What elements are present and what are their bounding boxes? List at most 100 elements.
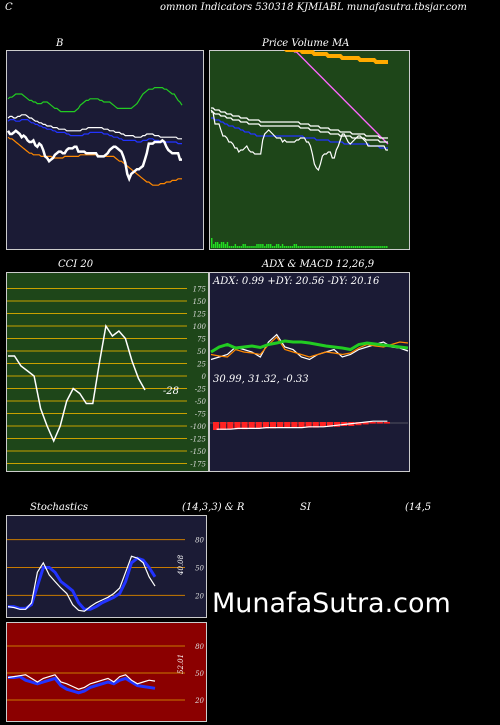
macd-bar-2 — [227, 422, 234, 430]
stoch-tick-2: 20 — [194, 592, 204, 600]
macd-bar-15 — [319, 422, 326, 427]
volume-bar-38 — [285, 246, 288, 248]
rsi-line — [8, 675, 156, 695]
macd-label: 30.99, 31.32, -0.33 — [213, 374, 309, 385]
volume-bar-43 — [295, 244, 298, 248]
cci-tick-12: -125 — [190, 436, 206, 444]
bollinger-series-4 — [6, 129, 182, 183]
macd-bar-24 — [383, 422, 390, 424]
volume-bar-55 — [319, 246, 321, 248]
rsi-tick-1: 50 — [195, 670, 204, 678]
cci-tick-14: -175 — [190, 461, 206, 469]
volume-bar-86 — [380, 246, 382, 248]
volume-bar-66 — [340, 246, 343, 248]
volume-bar-81 — [370, 246, 372, 248]
macd-bar-14 — [312, 422, 319, 428]
cci-bg — [6, 272, 209, 472]
volume-bar-84 — [376, 246, 378, 248]
macd-bar-17 — [334, 422, 341, 427]
macd-bar-3 — [234, 422, 241, 430]
cci-tick-2: 125 — [193, 311, 207, 319]
volume-bar-68 — [344, 246, 347, 248]
macd-bar-10 — [284, 422, 291, 428]
rsi-chart: 80 50 20 52.01 — [6, 622, 207, 722]
volume-bar-80 — [368, 246, 370, 248]
volume-bar-29 — [268, 244, 270, 248]
price-ma-series-4 — [211, 117, 388, 149]
macd-bar-12 — [298, 422, 305, 428]
volume-bar-23 — [256, 244, 258, 248]
volume-bar-35 — [279, 246, 282, 248]
volume-bar-18 — [246, 246, 248, 248]
volume-bar-19 — [248, 246, 250, 248]
adx-label: ADX: 0.99 +DY: 20.56 -DY: 20.16 — [212, 276, 380, 287]
volume-bar-54 — [317, 246, 319, 248]
stoch-line-k — [8, 556, 157, 611]
volume-bar-57 — [323, 246, 325, 248]
macd-bar-21 — [362, 422, 369, 425]
macd-bar-0 — [213, 422, 220, 430]
volume-bar-5 — [220, 242, 223, 248]
volume-bar-47 — [303, 246, 305, 248]
rsi-params: (14,5 — [405, 502, 432, 513]
volume-bar-85 — [378, 246, 380, 248]
macd-bar-23 — [376, 422, 383, 424]
adx-macd-title: ADX & MACD 12,26,9 — [262, 259, 375, 270]
price-ma-bg — [209, 50, 410, 250]
volume-bar-51 — [311, 246, 313, 248]
adx-macd-chart: ADX: 0.99 +DY: 20.56 -DY: 20.16 30.99, 31… — [209, 272, 410, 472]
volume-bar-1 — [212, 244, 215, 248]
volume-bar-36 — [281, 244, 284, 248]
volume-bar-11 — [232, 246, 235, 248]
adx-series-adx — [210, 339, 409, 354]
volume-bar-44 — [297, 246, 299, 248]
volume-bar-39 — [287, 246, 290, 248]
volume-bar-74 — [356, 246, 358, 248]
volume-bar-0 — [211, 238, 213, 248]
volume-bar-7 — [224, 244, 227, 248]
volume-bar-33 — [275, 244, 278, 248]
macd-bar-22 — [369, 422, 376, 424]
volume-bar-63 — [334, 246, 337, 248]
stoch-tick-1: 50 — [195, 565, 204, 573]
volume-bar-72 — [352, 246, 355, 248]
volume-bar-69 — [346, 246, 349, 248]
volume-bar-60 — [329, 246, 331, 248]
adx-series-minus-dy — [210, 336, 409, 358]
bollinger-title: B — [56, 38, 64, 49]
rsi-value-label: 52.01 — [177, 654, 185, 674]
volume-bar-70 — [348, 246, 351, 248]
cci-tick-10: -75 — [195, 411, 207, 419]
volume-bar-52 — [313, 246, 315, 248]
price-ma-chart — [209, 50, 410, 250]
header-left-char: C — [5, 2, 13, 13]
volume-bar-88 — [384, 246, 386, 248]
macd-bar-13 — [305, 422, 312, 428]
cci-title: CCI 20 — [58, 259, 94, 270]
volume-bar-89 — [386, 246, 388, 248]
volume-bar-79 — [366, 246, 368, 248]
volume-bar-61 — [330, 246, 333, 248]
macd-line — [216, 420, 388, 430]
volume-bar-2 — [214, 242, 217, 248]
volume-bar-14 — [238, 246, 240, 248]
rsi-tick-2: 20 — [194, 697, 204, 705]
stoch-line-d — [7, 555, 156, 612]
volume-bar-16 — [242, 244, 244, 248]
cci-tick-8: -25 — [195, 386, 207, 394]
cci-tick-9: -50 — [195, 398, 207, 406]
stoch-title: Stochastics — [30, 502, 88, 513]
volume-bar-6 — [222, 242, 225, 248]
volume-bar-59 — [327, 246, 329, 248]
volume-bar-40 — [289, 246, 292, 248]
price-ma-series-1 — [274, 50, 388, 64]
stoch-params: (14,3,3) & R — [182, 502, 245, 513]
cci-tick-13: -150 — [190, 448, 206, 456]
cci-line — [8, 323, 146, 443]
volume-bar-67 — [342, 246, 345, 248]
macd-bar-11 — [291, 422, 298, 428]
rsi-signal-line — [7, 674, 156, 690]
macd-bar-9 — [277, 422, 284, 428]
bollinger-series-1 — [7, 114, 182, 140]
volume-bar-64 — [336, 246, 339, 248]
